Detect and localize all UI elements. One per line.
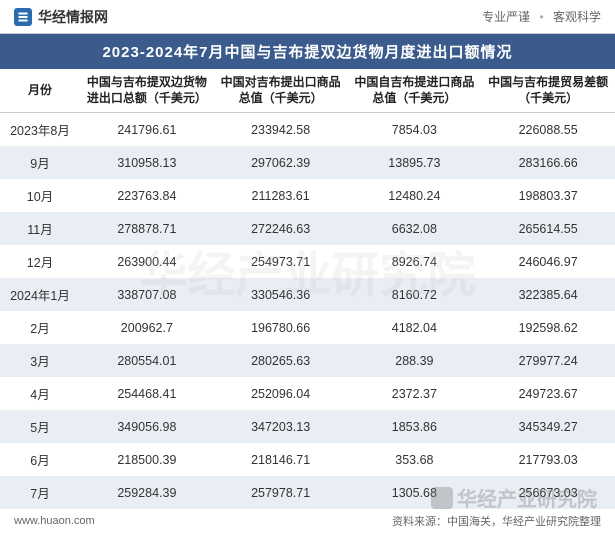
table-row: 4月254468.41252096.042372.37249723.67 xyxy=(0,377,615,410)
cell-value: 280265.63 xyxy=(214,344,348,377)
table-row: 7月259284.39257978.711305.68256673.03 xyxy=(0,476,615,509)
cell-value: 252096.04 xyxy=(214,377,348,410)
cell-value: 259284.39 xyxy=(80,476,214,509)
cell-value: 226088.55 xyxy=(481,113,615,147)
cell-value: 1305.68 xyxy=(348,476,482,509)
cell-value: 218500.39 xyxy=(80,443,214,476)
header-left: 华经情报网 xyxy=(14,7,108,27)
cell-month: 2月 xyxy=(0,311,80,344)
cell-value: 200962.7 xyxy=(80,311,214,344)
cell-value: 241796.61 xyxy=(80,113,214,147)
cell-value: 13895.73 xyxy=(348,146,482,179)
cell-value: 196780.66 xyxy=(214,311,348,344)
table-row: 12月263900.44254973.718926.74246046.97 xyxy=(0,245,615,278)
cell-value: 279977.24 xyxy=(481,344,615,377)
table-row: 11月278878.71272246.636632.08265614.55 xyxy=(0,212,615,245)
cell-value: 1853.86 xyxy=(348,410,482,443)
cell-value: 272246.63 xyxy=(214,212,348,245)
cell-value: 278878.71 xyxy=(80,212,214,245)
cell-value: 6632.08 xyxy=(348,212,482,245)
cell-value: 218146.71 xyxy=(214,443,348,476)
table-title: 2023-2024年7月中国与吉布提双边货物月度进出口额情况 xyxy=(0,34,615,69)
tagline-left: 专业严谨 xyxy=(482,10,530,24)
cell-month: 4月 xyxy=(0,377,80,410)
cell-value: 249723.67 xyxy=(481,377,615,410)
cell-value: 338707.08 xyxy=(80,278,214,311)
cell-value: 265614.55 xyxy=(481,212,615,245)
table-row: 10月223763.84211283.6112480.24198803.37 xyxy=(0,179,615,212)
cell-month: 6月 xyxy=(0,443,80,476)
cell-value: 347203.13 xyxy=(214,410,348,443)
col-header-month: 月份 xyxy=(0,69,80,113)
cell-value: 349056.98 xyxy=(80,410,214,443)
cell-value: 8926.74 xyxy=(348,245,482,278)
cell-value: 217793.03 xyxy=(481,443,615,476)
page-header: 华经情报网 专业严谨 • 客观科学 xyxy=(0,0,615,34)
cell-value: 2372.37 xyxy=(348,377,482,410)
table-row: 3月280554.01280265.63288.39279977.24 xyxy=(0,344,615,377)
table-row: 9月310958.13297062.3913895.73283166.66 xyxy=(0,146,615,179)
cell-value: 330546.36 xyxy=(214,278,348,311)
col-header-export: 中国对吉布提出口商品总值（千美元） xyxy=(214,69,348,113)
cell-month: 2023年8月 xyxy=(0,113,80,147)
table-row: 2024年1月338707.08330546.368160.72322385.6… xyxy=(0,278,615,311)
cell-month: 7月 xyxy=(0,476,80,509)
table-row: 5月349056.98347203.131853.86345349.27 xyxy=(0,410,615,443)
cell-value: 8160.72 xyxy=(348,278,482,311)
logo-icon xyxy=(14,8,32,26)
cell-value: 283166.66 xyxy=(481,146,615,179)
table-row: 6月218500.39218146.71353.68217793.03 xyxy=(0,443,615,476)
tagline-separator: • xyxy=(539,10,543,24)
cell-value: 288.39 xyxy=(348,344,482,377)
cell-value: 192598.62 xyxy=(481,311,615,344)
table-header-row: 月份 中国与吉布提双边货物进出口总额（千美元） 中国对吉布提出口商品总值（千美元… xyxy=(0,69,615,113)
footer-url: www.huaon.com xyxy=(14,515,95,527)
header-tagline: 专业严谨 • 客观科学 xyxy=(482,8,601,25)
cell-value: 7854.03 xyxy=(348,113,482,147)
cell-value: 246046.97 xyxy=(481,245,615,278)
cell-value: 211283.61 xyxy=(214,179,348,212)
cell-value: 353.68 xyxy=(348,443,482,476)
col-header-total: 中国与吉布提双边货物进出口总额（千美元） xyxy=(80,69,214,113)
data-table: 月份 中国与吉布提双边货物进出口总额（千美元） 中国对吉布提出口商品总值（千美元… xyxy=(0,69,615,509)
cell-value: 223763.84 xyxy=(80,179,214,212)
page-footer: www.huaon.com 资料来源：中国海关，华经产业研究院整理 xyxy=(0,509,615,535)
col-header-import: 中国自吉布提进口商品总值（千美元） xyxy=(348,69,482,113)
cell-value: 345349.27 xyxy=(481,410,615,443)
cell-value: 254973.71 xyxy=(214,245,348,278)
cell-value: 12480.24 xyxy=(348,179,482,212)
cell-value: 257978.71 xyxy=(214,476,348,509)
cell-value: 198803.37 xyxy=(481,179,615,212)
cell-value: 4182.04 xyxy=(348,311,482,344)
cell-month: 11月 xyxy=(0,212,80,245)
cell-month: 12月 xyxy=(0,245,80,278)
site-name: 华经情报网 xyxy=(38,7,108,27)
tagline-right: 客观科学 xyxy=(553,10,601,24)
cell-value: 254468.41 xyxy=(80,377,214,410)
table-row: 2月200962.7196780.664182.04192598.62 xyxy=(0,311,615,344)
col-header-balance: 中国与吉布提贸易差额（千美元） xyxy=(481,69,615,113)
cell-value: 310958.13 xyxy=(80,146,214,179)
table-body: 2023年8月241796.61233942.587854.03226088.5… xyxy=(0,113,615,510)
cell-value: 263900.44 xyxy=(80,245,214,278)
cell-month: 9月 xyxy=(0,146,80,179)
cell-value: 322385.64 xyxy=(481,278,615,311)
cell-value: 280554.01 xyxy=(80,344,214,377)
cell-value: 256673.03 xyxy=(481,476,615,509)
footer-source: 资料来源：中国海关，华经产业研究院整理 xyxy=(392,513,601,529)
cell-value: 297062.39 xyxy=(214,146,348,179)
cell-value: 233942.58 xyxy=(214,113,348,147)
table-row: 2023年8月241796.61233942.587854.03226088.5… xyxy=(0,113,615,147)
cell-month: 2024年1月 xyxy=(0,278,80,311)
cell-month: 10月 xyxy=(0,179,80,212)
cell-month: 3月 xyxy=(0,344,80,377)
cell-month: 5月 xyxy=(0,410,80,443)
